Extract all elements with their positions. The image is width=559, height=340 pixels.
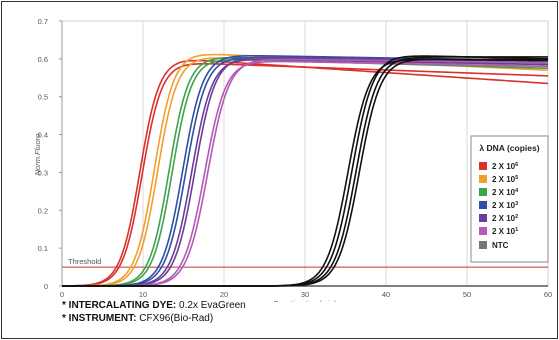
y-tick-label: 0.5 <box>38 93 48 102</box>
legend-entry-label: 2 X 103 <box>492 201 518 210</box>
note-instrument-label: * INSTRUMENT: <box>62 313 137 324</box>
y-tick-label: 0.1 <box>38 244 48 253</box>
legend-entry-base: 2 X 10 <box>492 175 516 184</box>
amplification-chart: 0 10 20 30 40 50 60 0 0.1 0.2 0.3 0.4 0.5 0.6 0.7 React… <box>33 17 552 302</box>
notes-block: * INTERCALATING DYE: 0.2x EvaGreen * INS… <box>62 299 246 325</box>
legend-entry-exponent: 3 <box>515 201 518 207</box>
x-tick-label: 40 <box>382 290 390 299</box>
x-tick-label: 50 <box>463 290 471 299</box>
x-tick-label: 10 <box>139 290 147 299</box>
legend-entry-label: NTC <box>492 241 509 250</box>
legend-entry-exponent: 2 <box>515 214 518 220</box>
y-axis-label: Norm.Fluoro. <box>33 132 42 176</box>
note-dye-value: 0.2x EvaGreen <box>176 300 246 311</box>
legend-entry-base: 2 X 10 <box>492 214 516 223</box>
legend-swatch <box>479 227 487 235</box>
series-line <box>61 63 549 287</box>
y-tick-label: 0.7 <box>38 17 48 26</box>
legend-entry-label: 2 X 101 <box>492 227 518 236</box>
note-dye: * INTERCALATING DYE: 0.2x EvaGreen <box>62 299 246 312</box>
x-tick-label: 20 <box>220 290 228 299</box>
legend-entry-base: 2 X 10 <box>492 227 516 236</box>
x-tick-label: 30 <box>301 290 309 299</box>
y-tick-label: 0.4 <box>38 131 48 140</box>
legend-swatch <box>479 162 487 170</box>
legend-entry-base: 2 X 10 <box>492 201 516 210</box>
legend-swatch <box>479 175 487 183</box>
legend-swatch <box>479 188 487 196</box>
legend-swatch <box>479 241 487 249</box>
legend-swatch <box>479 214 487 222</box>
note-instrument-value: CFX96(Bio-Rad) <box>136 313 214 324</box>
y-tick-label: 0.3 <box>38 168 48 177</box>
legend-title: λ DNA (copies) <box>479 143 539 153</box>
legend-entry-label: 2 X 104 <box>492 188 519 197</box>
note-instrument: * INSTRUMENT: CFX96(Bio-Rad) <box>62 312 246 325</box>
legend-entry-exponent: 5 <box>515 175 518 181</box>
legend-entry-exponent: 4 <box>515 188 519 194</box>
y-tick-label: 0 <box>44 282 48 291</box>
series-line <box>62 58 549 287</box>
legend-entry-exponent: 1 <box>515 227 518 233</box>
y-tick-label: 0.6 <box>38 55 48 64</box>
legend-entry-base: NTC <box>492 241 509 250</box>
x-axis-label: Reaction time(min) <box>274 299 337 302</box>
x-tick-label: 0 <box>60 290 64 299</box>
legend-entry-exponent: 6 <box>515 162 518 168</box>
note-dye-label: * INTERCALATING DYE: <box>62 300 177 311</box>
x-tick-label: 60 <box>544 290 552 299</box>
threshold-label: Threshold <box>68 257 101 266</box>
legend-entry-base: 2 X 10 <box>492 162 516 171</box>
legend-entry-label: 2 X 106 <box>492 162 518 171</box>
legend-swatch <box>479 201 487 209</box>
legend-entry-base: 2 X 10 <box>492 188 516 197</box>
legend-entry-label: 2 X 105 <box>492 175 518 184</box>
legend-entry-label: 2 X 102 <box>492 214 518 223</box>
y-tick-label: 0.2 <box>38 206 48 215</box>
